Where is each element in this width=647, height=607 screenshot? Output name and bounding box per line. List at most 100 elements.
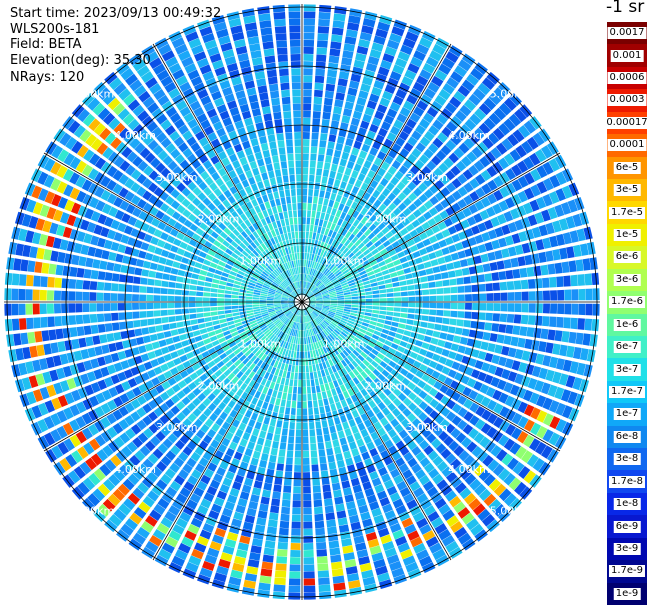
range-gate-cell: [71, 140, 83, 154]
range-gate-cell: [289, 379, 294, 387]
range-gate-cell: [255, 257, 262, 264]
range-gate-cell: [475, 187, 486, 199]
range-gate-cell: [189, 313, 197, 320]
range-gate-cell: [273, 300, 281, 302]
range-gate-cell: [304, 274, 307, 281]
range-gate-cell: [521, 350, 531, 362]
range-gate-cell: [407, 440, 418, 451]
range-gate-cell: [303, 96, 312, 104]
range-gate-cell: [321, 308, 329, 312]
range-gate-cell: [323, 319, 330, 326]
range-gate-cell: [323, 498, 333, 507]
range-gate-cell: [282, 294, 289, 298]
range-gate-cell: [584, 273, 593, 286]
range-gate-cell: [73, 465, 86, 480]
range-gate-cell: [262, 250, 269, 258]
range-gate-cell: [263, 355, 270, 363]
range-gate-cell: [124, 518, 139, 531]
range-gate-cell: [336, 307, 344, 311]
range-gate-cell: [269, 263, 276, 271]
range-gate-cell: [269, 199, 276, 208]
range-gate-cell: [378, 382, 387, 391]
range-gate-cell: [172, 69, 185, 81]
range-gate-cell: [355, 391, 364, 400]
range-gate-cell: [397, 382, 406, 392]
range-gate-cell: [253, 327, 261, 333]
range-gate-cell: [90, 358, 100, 369]
range-gate-cell: [358, 302, 366, 305]
range-gate-cell: [315, 232, 320, 241]
range-gate-cell: [111, 312, 119, 321]
range-gate-cell: [100, 430, 112, 443]
range-gate-cell: [391, 408, 401, 417]
range-gate-cell: [402, 186, 412, 197]
range-gate-cell: [300, 337, 302, 345]
range-gate-cell: [312, 478, 321, 486]
range-gate-cell: [386, 222, 396, 231]
range-gate-cell: [389, 32, 402, 44]
range-gate-cell: [440, 144, 452, 156]
range-gate-cell: [365, 309, 373, 313]
range-gate-cell: [321, 477, 330, 486]
range-gate-cell: [212, 198, 222, 207]
range-gate-cell: [290, 550, 301, 558]
range-gate-cell: [247, 244, 255, 252]
range-gate-cell: [388, 360, 397, 368]
range-gate-cell: [323, 297, 330, 300]
range-gate-cell: [144, 252, 154, 261]
range-gate-cell: [443, 254, 453, 263]
range-gate-cell: [154, 247, 163, 256]
range-gate-cell: [221, 421, 231, 431]
range-gate-cell: [459, 259, 469, 268]
range-gate-cell: [351, 147, 360, 156]
range-gate-cell: [279, 75, 290, 84]
range-gate-cell: [341, 375, 348, 384]
range-gate-cell: [397, 345, 406, 353]
range-gate-cell: [130, 169, 142, 181]
range-gate-cell: [209, 335, 218, 342]
range-gate-cell: [250, 241, 258, 249]
range-gate-cell: [214, 369, 223, 378]
range-gate-cell: [415, 142, 426, 153]
range-gate-cell: [423, 394, 434, 404]
range-gate-cell: [428, 125, 440, 136]
range-gate-cell: [134, 450, 146, 462]
range-gate-cell: [140, 521, 154, 533]
range-gate-cell: [262, 260, 269, 267]
range-gate-cell: [186, 402, 197, 412]
range-gate-cell: [319, 340, 325, 347]
range-gate-cell: [122, 478, 135, 491]
range-gate-cell: [278, 384, 284, 392]
range-gate-cell: [367, 169, 376, 179]
range-gate-cell: [415, 124, 426, 135]
range-gate-cell: [370, 415, 379, 425]
range-gate-cell: [249, 279, 257, 284]
range-gate-cell: [94, 172, 105, 184]
range-gate-cell: [324, 228, 330, 236]
range-gate-cell: [416, 241, 425, 250]
range-gate-cell: [268, 289, 276, 294]
range-gate-cell: [397, 392, 407, 402]
range-gate-cell: [113, 82, 127, 96]
range-gate-cell: [276, 556, 288, 564]
range-gate-cell: [6, 257, 15, 270]
range-gate-cell: [450, 521, 464, 533]
range-gate-cell: [320, 288, 327, 293]
range-gate-cell: [365, 298, 373, 302]
range-gate-cell: [231, 419, 241, 428]
range-gate-cell: [302, 281, 305, 288]
range-gate-cell: [277, 330, 283, 338]
range-gate-cell: [582, 258, 591, 271]
range-gate-cell: [313, 104, 322, 112]
range-gate-cell: [292, 275, 296, 283]
range-gate-cell: [207, 202, 216, 212]
range-gate-cell: [222, 507, 233, 518]
range-gate-cell: [386, 292, 394, 298]
range-gate-cell: [101, 203, 112, 215]
range-gate-cell: [328, 237, 334, 245]
range-gate-cell: [179, 241, 188, 250]
range-gate-cell: [266, 69, 277, 78]
range-gate-cell: [299, 316, 302, 323]
range-gate-cell: [267, 76, 278, 85]
range-gate-cell: [302, 245, 305, 253]
